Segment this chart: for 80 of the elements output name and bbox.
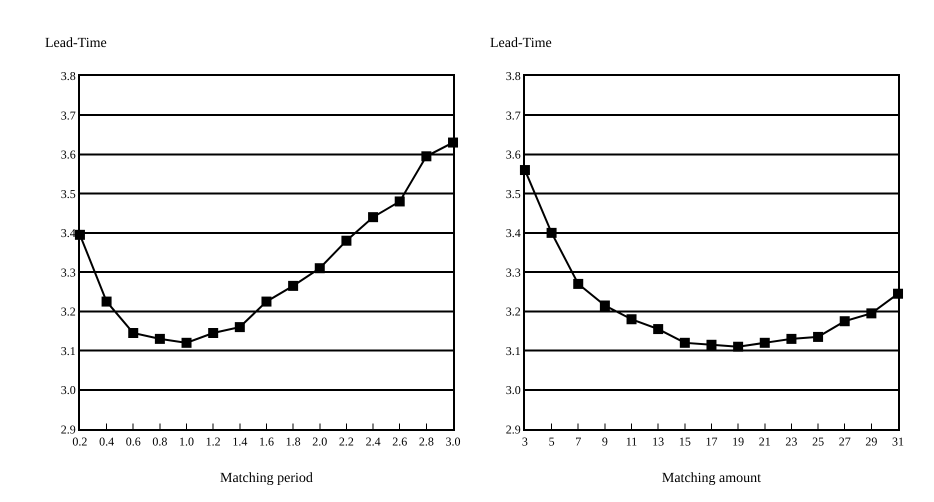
x-tick-label: 19 [732, 434, 744, 448]
point [421, 151, 432, 162]
point [314, 263, 325, 274]
x-tick-label: 21 [758, 434, 771, 448]
x-tick-label: 29 [865, 434, 878, 448]
point [600, 300, 610, 311]
point [626, 314, 637, 324]
y-axis-title: Lead-Time [45, 36, 107, 51]
y-tick-label: 3.4 [60, 226, 76, 240]
y-tick-label: 3.8 [506, 69, 521, 83]
y-tick-label: 3.2 [506, 304, 521, 319]
point [288, 280, 298, 291]
y-tick-label: 3.0 [60, 383, 76, 398]
point [760, 338, 770, 348]
x-tick-label: 2.4 [366, 434, 381, 448]
x-tick-label: 17 [705, 434, 718, 448]
x-tick-label: 7 [575, 434, 582, 448]
x-tick-label: 31 [892, 434, 904, 448]
x-tick-label: 0.4 [99, 434, 114, 448]
x-tick-label: 1.6 [258, 434, 274, 448]
x-tick-label: 2.0 [312, 434, 328, 448]
point [733, 342, 744, 352]
x-tick-label: 23 [785, 434, 798, 448]
point [208, 328, 218, 338]
x-tick-label: 11 [626, 434, 638, 448]
point [102, 296, 112, 307]
y-tick-label: 3.7 [60, 108, 76, 122]
point [653, 324, 664, 334]
x-tick-label: 1.2 [206, 434, 221, 448]
x-tick-label: 5 [548, 434, 555, 448]
x-axis-title: Matching amount [662, 471, 762, 486]
y-tick-label: 2.9 [60, 422, 76, 436]
point [680, 338, 690, 348]
point [368, 212, 378, 222]
x-tick-label: 2.8 [418, 434, 434, 448]
point [394, 196, 405, 206]
point [182, 338, 192, 348]
y-tick-label: 2.9 [506, 422, 521, 436]
point [840, 316, 850, 326]
point [341, 236, 352, 246]
y-tick-label: 3.6 [506, 148, 521, 162]
x-tick-label: 0.2 [72, 434, 88, 448]
point [261, 296, 272, 307]
x-tick-label: 3.0 [446, 434, 461, 448]
point [866, 308, 876, 318]
x-tick-label: 25 [812, 434, 824, 448]
x-tick-label: 1.0 [179, 434, 194, 448]
y-tick-label: 3.0 [506, 383, 521, 398]
y-tick-label: 3.7 [506, 108, 521, 122]
x-tick-label: 27 [838, 434, 851, 448]
x-tick-label: 1.4 [232, 434, 248, 448]
point [234, 322, 245, 332]
y-tick-label: 3.5 [506, 186, 521, 201]
y-tick-label: 3.3 [60, 265, 76, 280]
x-tick-label: 0.6 [126, 434, 141, 448]
point [154, 334, 165, 344]
point [813, 332, 824, 342]
point [546, 228, 557, 238]
x-tick-label: 2.6 [392, 434, 408, 448]
x-axis-title: Matching period [220, 471, 313, 486]
y-tick-label: 3.1 [506, 344, 521, 358]
x-tick-label: 2.2 [338, 434, 354, 448]
point [128, 328, 138, 338]
y-tick-label: 3.1 [60, 344, 76, 358]
y-tick-label: 3.6 [60, 148, 76, 162]
point [706, 340, 716, 350]
x-tick-label: 9 [602, 434, 608, 448]
x-tick-label: 13 [652, 434, 664, 448]
x-tick-label: 0.8 [152, 434, 168, 448]
y-tick-label: 3.3 [506, 265, 521, 280]
x-tick-label: 15 [678, 434, 691, 448]
y-tick-label: 3.5 [60, 186, 76, 201]
x-tick-label: 1.8 [286, 434, 301, 448]
y-tick-label: 3.2 [60, 304, 76, 319]
x-tick-label: 3 [522, 434, 528, 448]
y-axis-title: Lead-Time [490, 36, 552, 51]
y-tick-label: 3.4 [506, 226, 521, 240]
y-tick-label: 3.8 [60, 69, 76, 83]
point [573, 278, 584, 289]
point [786, 334, 796, 344]
